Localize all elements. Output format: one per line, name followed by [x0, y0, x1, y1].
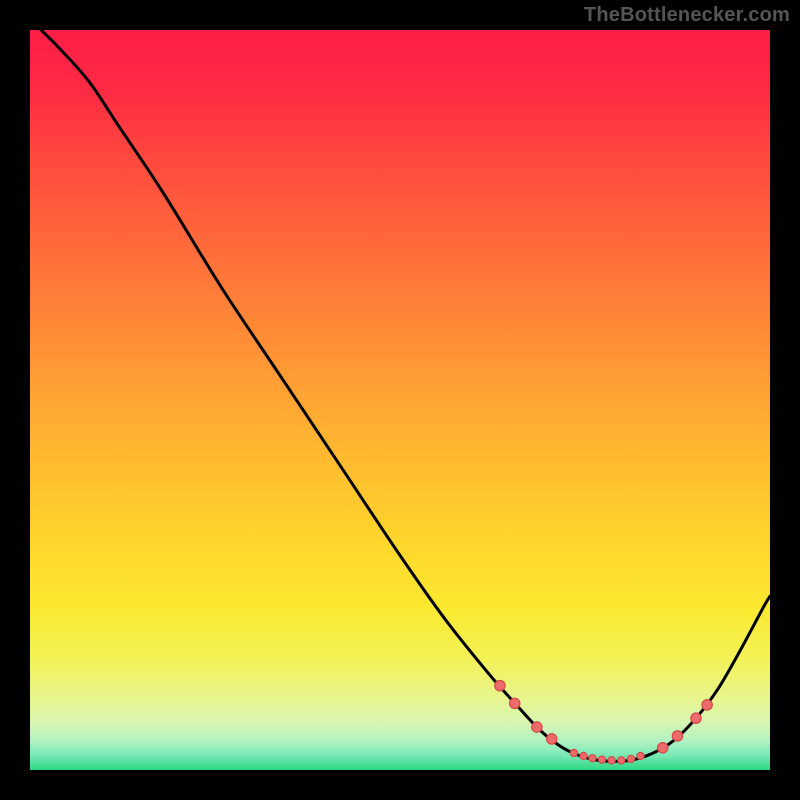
- data-marker: [672, 731, 682, 741]
- chart-container: TheBottlenecker.com: [0, 0, 800, 800]
- data-marker: [658, 743, 668, 753]
- data-marker: [598, 756, 605, 763]
- data-marker: [532, 722, 542, 732]
- data-marker: [510, 698, 520, 708]
- attribution-label: TheBottlenecker.com: [584, 4, 790, 27]
- data-marker: [627, 755, 634, 762]
- data-marker: [570, 749, 577, 756]
- data-marker: [608, 757, 615, 764]
- data-marker: [547, 734, 557, 744]
- data-marker: [580, 752, 587, 759]
- data-marker: [495, 680, 505, 690]
- data-marker: [691, 713, 701, 723]
- data-marker: [589, 755, 596, 762]
- data-marker: [702, 700, 712, 710]
- data-marker: [637, 752, 644, 759]
- data-marker: [618, 757, 625, 764]
- bottleneck-chart: [0, 0, 800, 800]
